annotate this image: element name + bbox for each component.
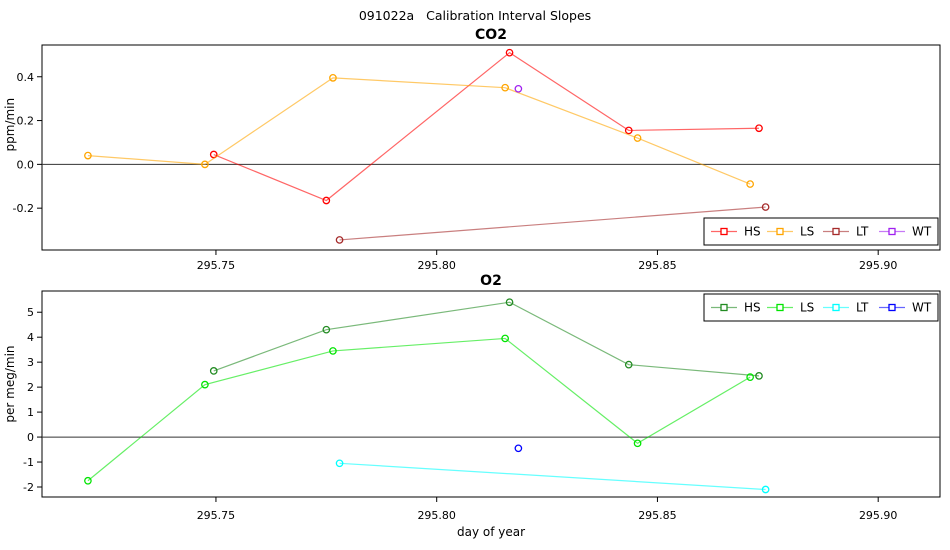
o2-series-hs xyxy=(209,298,763,380)
o2-y-tick-label: 2 xyxy=(27,381,34,394)
co2-ls-point xyxy=(501,83,509,92)
co2-legend-marker-hs xyxy=(720,227,728,236)
o2-legend-marker-ls xyxy=(776,303,784,312)
co2-x-tick-label: 295.75 xyxy=(197,259,236,272)
co2-x-tick-label: 295.80 xyxy=(417,259,456,272)
co2-legend-label-wt: WT xyxy=(912,225,932,239)
co2-series-ls xyxy=(84,74,755,188)
o2-legend: HS LS LT WT xyxy=(703,293,939,322)
o2-legend-label-ls: LS xyxy=(800,301,814,315)
co2-x-tick-label: 295.90 xyxy=(859,259,898,272)
o2-ls-point xyxy=(746,373,755,381)
o2-x-axis-label: day of year xyxy=(457,525,525,539)
co2-y-tick-label: 0.4 xyxy=(17,71,35,84)
co2-hs-point xyxy=(322,196,331,205)
o2-plot: HS LS LT WT 295.75 295.80 295.85 295.90 -2 -1 0 1 2 3… xyxy=(3,273,941,539)
o2-y-tick-label: -2 xyxy=(23,481,34,494)
co2-hs-point xyxy=(505,48,514,57)
o2-ls-point xyxy=(633,439,642,448)
o2-legend-label-lt: LT xyxy=(856,301,869,315)
o2-y-tick-label: 1 xyxy=(27,406,34,419)
co2-plot: HS LS LT WT 295.75 295.80 295.85 295.90 -0.2 0.0 0… xyxy=(3,27,941,272)
o2-legend-label-wt: WT xyxy=(912,301,932,315)
o2-lt-point xyxy=(761,485,770,494)
co2-hs-line xyxy=(213,51,759,202)
page-title: 091022a Calibration Interval Slopes xyxy=(358,8,592,23)
o2-hs-point xyxy=(755,372,763,380)
o2-wt-point xyxy=(514,444,523,453)
o2-ls-line xyxy=(87,337,751,482)
o2-hs-line xyxy=(213,301,760,377)
o2-x-tick-label: 295.90 xyxy=(859,509,898,522)
o2-series-ls xyxy=(84,334,755,485)
o2-x-tick-label: 295.80 xyxy=(417,509,456,522)
o2-lt-line xyxy=(339,462,766,491)
o2-ls-point xyxy=(501,334,509,343)
o2-ls-point xyxy=(84,476,92,485)
o2-axes: 295.75 295.80 295.85 295.90 -2 -1 0 1 2 3 4 5 xyxy=(23,306,897,522)
co2-legend-label-ls: LS xyxy=(800,225,814,239)
co2-lt-line xyxy=(339,206,766,241)
o2-y-tick-label: 0 xyxy=(27,431,34,444)
co2-series-hs xyxy=(209,48,763,205)
o2-x-tick-label: 295.85 xyxy=(638,509,677,522)
co2-series-lt xyxy=(335,203,770,244)
co2-legend-marker-lt xyxy=(832,227,840,236)
o2-legend-marker-wt xyxy=(888,303,896,312)
o2-ls-point xyxy=(201,380,209,389)
co2-wt-point xyxy=(514,84,523,93)
co2-lt-point xyxy=(761,203,770,211)
co2-legend-label-hs: HS xyxy=(744,225,761,239)
co2-ls-point xyxy=(746,180,755,188)
o2-x-tick-label: 295.75 xyxy=(197,509,236,522)
co2-hs-point xyxy=(624,126,633,135)
co2-ls-point xyxy=(329,74,337,82)
co2-ls-point xyxy=(84,151,92,160)
o2-y-tick-label: 3 xyxy=(27,356,34,369)
o2-legend-marker-lt xyxy=(832,303,840,312)
o2-series-wt xyxy=(514,444,523,453)
o2-y-axis-label: per meg/min xyxy=(3,345,17,422)
o2-plot-box xyxy=(41,290,941,498)
co2-y-tick-label: 0.0 xyxy=(17,158,35,171)
o2-hs-point xyxy=(322,325,331,334)
o2-legend-label-hs: HS xyxy=(744,301,761,315)
o2-title: O2 xyxy=(480,273,502,289)
co2-plot-box xyxy=(41,44,941,251)
co2-axes: 295.75 295.80 295.85 295.90 -0.2 0.0 0.2 0.4 xyxy=(13,71,898,272)
o2-series-lt xyxy=(335,459,770,494)
co2-legend-marker-wt xyxy=(888,227,896,236)
co2-legend: HS LS LT WT xyxy=(703,217,939,246)
o2-legend-marker-hs xyxy=(720,303,728,312)
co2-x-tick-label: 295.85 xyxy=(638,259,677,272)
o2-y-tick-label: 5 xyxy=(27,306,34,319)
co2-ls-point xyxy=(201,160,209,169)
co2-ls-line xyxy=(87,77,751,185)
o2-hs-point xyxy=(624,360,633,369)
o2-lt-point xyxy=(335,459,344,468)
co2-legend-marker-ls xyxy=(776,227,784,236)
o2-hs-point xyxy=(505,298,514,307)
co2-hs-point xyxy=(755,124,763,133)
co2-y-tick-label: -0.2 xyxy=(13,202,34,215)
o2-y-tick-label: 4 xyxy=(27,331,34,344)
co2-lt-point xyxy=(335,236,344,244)
o2-ls-point xyxy=(329,347,337,355)
co2-y-tick-label: 0.2 xyxy=(17,115,35,128)
o2-hs-point xyxy=(209,367,218,375)
co2-title: CO2 xyxy=(475,27,507,43)
co2-legend-label-lt: LT xyxy=(856,225,869,239)
o2-y-tick-label: -1 xyxy=(23,456,34,469)
co2-series-wt xyxy=(514,84,523,93)
co2-ls-point xyxy=(633,134,642,142)
co2-y-axis-label: ppm/min xyxy=(3,98,17,152)
